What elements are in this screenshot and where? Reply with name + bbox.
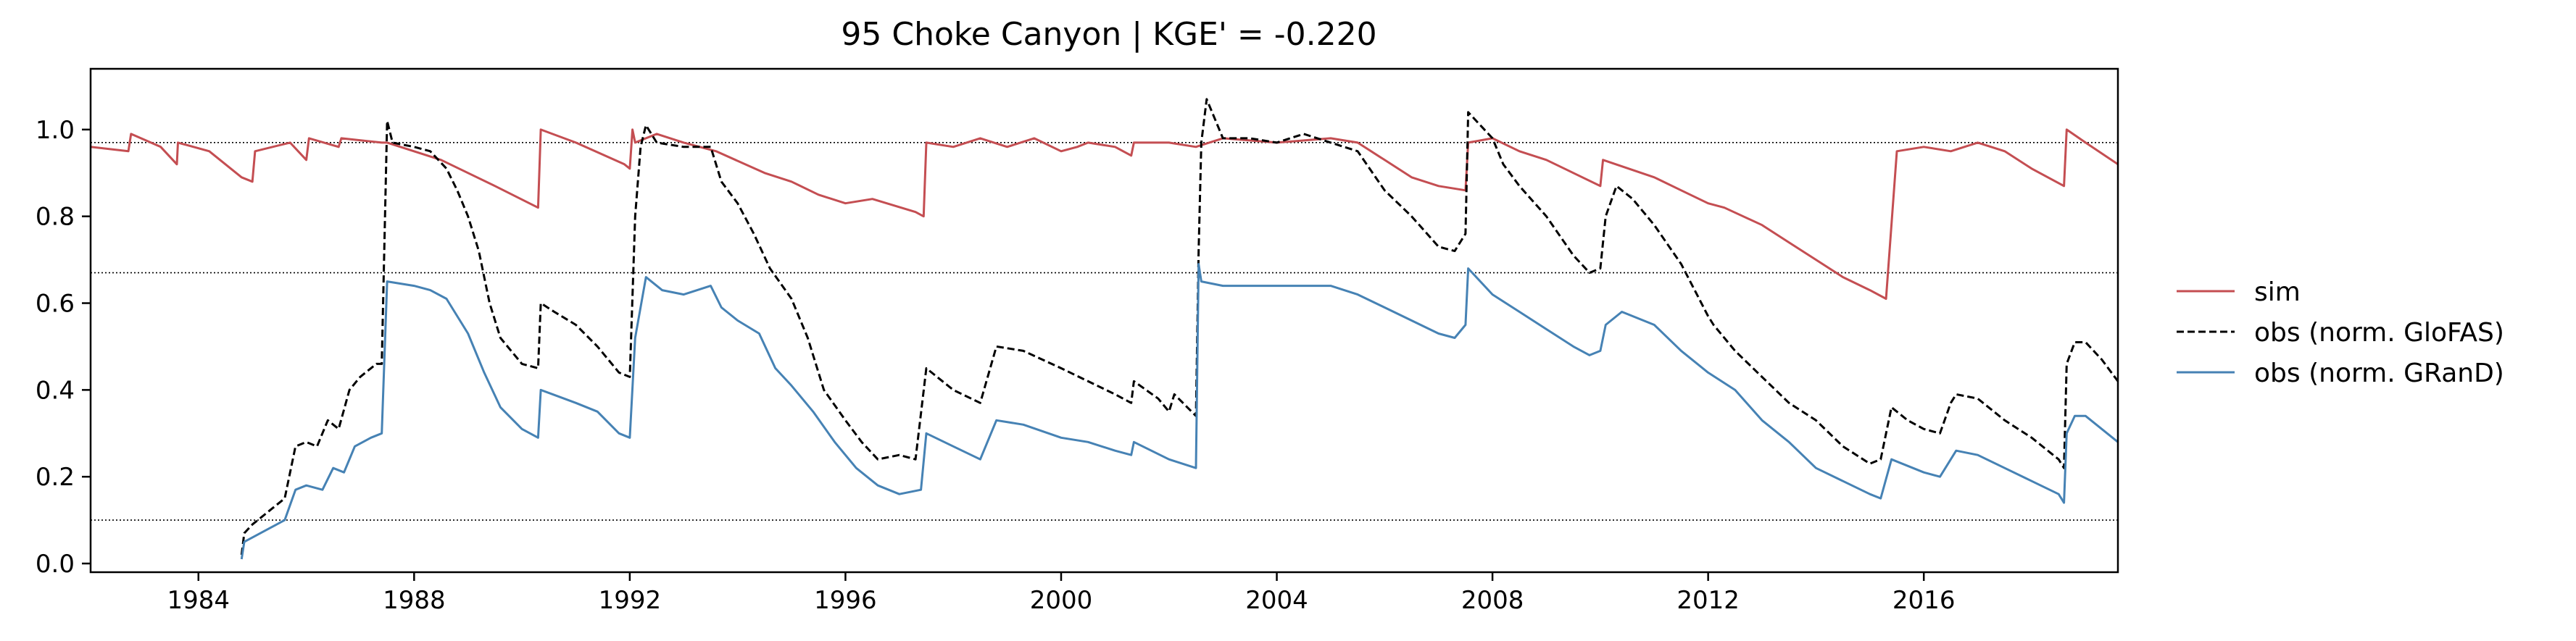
series-line-1 [240,98,2119,556]
y-tick-label-5: 1.0 [36,116,75,145]
legend-label-0: sim [2254,277,2301,307]
x-tick-label-6: 2008 [1461,586,1524,615]
x-tick-label-0: 1984 [167,586,230,615]
y-axis: 0.0 0.2 0.4 0.6 0.8 1.0 [36,116,91,579]
x-tick-label-2: 1992 [599,586,662,615]
y-tick-label-3: 0.6 [36,290,75,319]
plot-area-frame [89,67,2119,574]
x-tick-label-5: 2004 [1245,586,1308,615]
legend-label-1: obs (norm. GloFAS) [2254,318,2504,348]
series-layer [90,98,2119,560]
series-line-0 [90,128,2119,300]
reference-lines [91,142,2118,521]
y-tick-label-4: 0.8 [36,203,75,232]
y-tick-label-1: 0.2 [36,463,75,492]
y-tick-label-0: 0.0 [36,550,75,579]
x-tick-label-4: 2000 [1030,586,1093,615]
chart-title: 95 Choke Canyon | KGE' = -0.220 [841,16,1376,53]
legend: sim obs (norm. GloFAS) obs (norm. GRanD) [2177,277,2504,388]
x-tick-label-1: 1988 [383,586,446,615]
legend-label-2: obs (norm. GRanD) [2254,359,2504,388]
y-tick-label-2: 0.4 [36,376,75,405]
x-tick-label-8: 2016 [1892,586,1956,615]
x-tick-label-3: 1996 [814,586,877,615]
x-axis: 1984 1988 1992 1996 2000 2004 2008 2012 2016 [167,572,1956,615]
series-line-2 [240,263,2119,560]
x-tick-label-7: 2012 [1677,586,1740,615]
